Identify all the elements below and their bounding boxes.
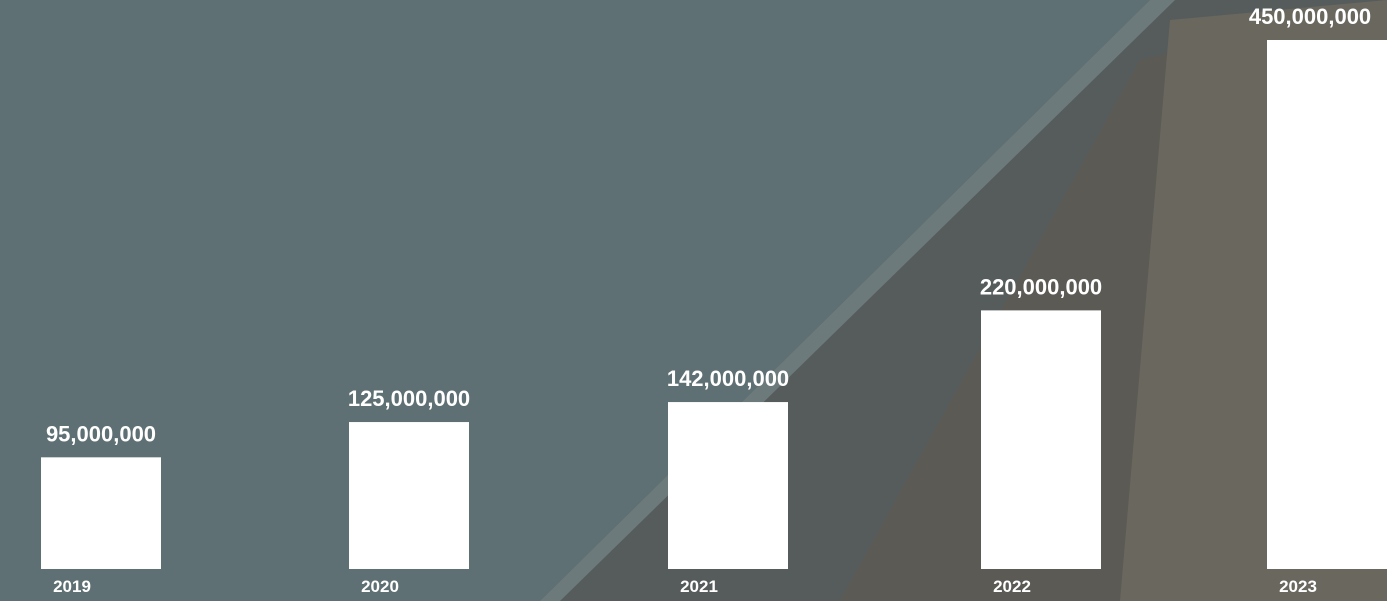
bar-2022	[981, 310, 1101, 569]
bar-2021	[668, 402, 788, 569]
bar-2020	[349, 422, 469, 569]
value-label-2020: 125,000,000	[348, 386, 470, 411]
category-label-2019: 2019	[53, 577, 91, 596]
category-label-2020: 2020	[361, 577, 399, 596]
category-labels-group: 2019 2020 2021 2022 2023	[53, 577, 1317, 596]
category-label-2023: 2023	[1279, 577, 1317, 596]
value-labels-group: 95,000,000 125,000,000 142,000,000 220,000,…	[46, 4, 1371, 446]
category-label-2021: 2021	[680, 577, 718, 596]
bars-group	[41, 40, 1387, 569]
bar-2019	[41, 457, 161, 569]
value-label-2022: 220,000,000	[980, 274, 1102, 299]
category-label-2022: 2022	[993, 577, 1031, 596]
value-label-2021: 142,000,000	[667, 366, 789, 391]
value-label-2019: 95,000,000	[46, 421, 156, 446]
value-label-2023: 450,000,000	[1249, 4, 1371, 29]
bar-2023	[1267, 40, 1387, 569]
